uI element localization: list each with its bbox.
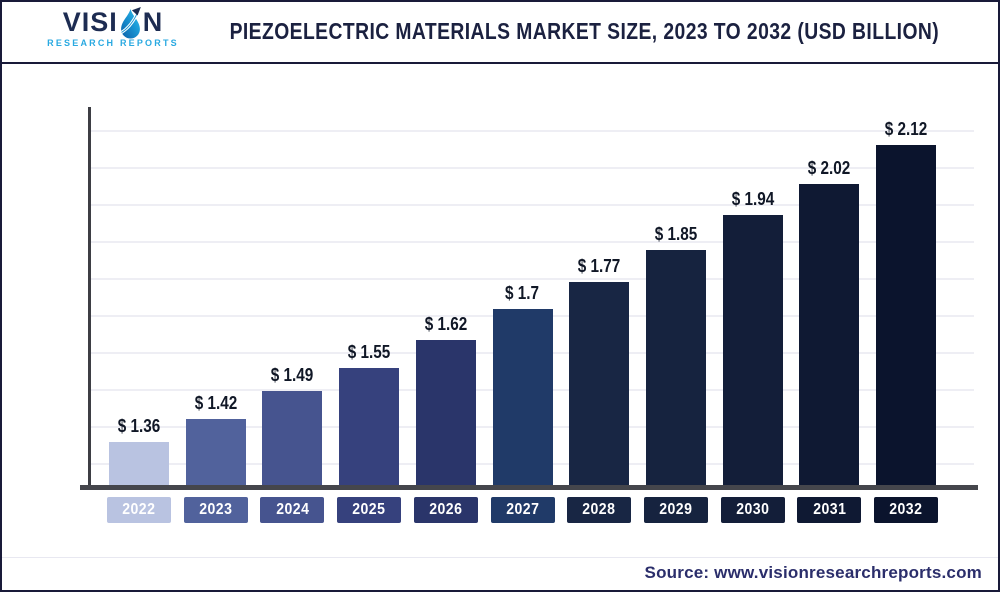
logo-text-prefix: VISI <box>62 7 118 37</box>
bar-2026 <box>415 340 476 485</box>
bar-2022 <box>109 442 169 485</box>
bar-value-label-2029: $ 1.85 <box>654 224 698 245</box>
gridline <box>90 241 974 243</box>
bar-value-label-2024: $ 1.49 <box>271 365 314 386</box>
x-tick-2029: 2029 <box>643 497 708 523</box>
bar-value-label-2032: $ 2.12 <box>884 118 928 139</box>
bar-2032 <box>876 144 936 485</box>
x-axis-line <box>80 485 978 490</box>
bar-value-label-2026: $ 1.62 <box>424 314 468 335</box>
logo-text-suffix: N <box>142 7 164 37</box>
x-tick-2023: 2023 <box>183 497 248 523</box>
x-tick-2030: 2030 <box>720 497 785 523</box>
gridline <box>90 130 974 132</box>
bar-value-label-2023: $ 1.42 <box>194 392 237 413</box>
bar-2031 <box>799 184 860 485</box>
bar-2024 <box>262 391 323 485</box>
gridline <box>90 167 974 169</box>
water-drop-icon <box>120 7 141 39</box>
bar-2023 <box>185 418 246 485</box>
bar-2025 <box>339 367 400 485</box>
x-tick-2027: 2027 <box>490 497 555 523</box>
bar-2030 <box>722 215 783 485</box>
gridline <box>90 204 974 206</box>
bar-value-label-2028: $ 1.77 <box>577 255 621 276</box>
footer-divider <box>2 557 998 558</box>
bar-chart: $ 1.36 $ 1.42 $ 1.49 $ 1.55 $ 1.62 $ 1.7 $ 1.7… <box>2 64 998 590</box>
y-axis-line <box>88 107 91 487</box>
gridline <box>90 278 974 280</box>
bar-value-label-2027: $ 1.7 <box>505 283 540 304</box>
brand-logo-wordmark: VISI N <box>38 7 188 39</box>
x-tick-2028: 2028 <box>567 497 632 523</box>
brand-logo: VISI N RESEARCH REPORTS <box>38 7 188 48</box>
bar-value-label-2031: $ 2.02 <box>808 158 851 178</box>
bar-value-label-2030: $ 1.94 <box>731 189 774 210</box>
page-title: PIEZOELECTRIC MATERIALS MARKET SIZE, 202… <box>229 18 940 44</box>
bar-2029 <box>645 250 706 485</box>
x-tick-2024: 2024 <box>260 497 325 523</box>
x-tick-2031: 2031 <box>797 497 862 523</box>
source-text: Source: www.visionresearchreports.com <box>644 563 982 582</box>
x-tick-2025: 2025 <box>337 497 402 523</box>
title-wrap: PIEZOELECTRIC MATERIALS MARKET SIZE, 202… <box>162 18 968 45</box>
x-tick-2032: 2032 <box>874 497 938 523</box>
bar-2027 <box>492 309 553 485</box>
bar-value-label-2025: $ 1.55 <box>347 341 391 362</box>
header: VISI N RESEARCH REPORTS <box>2 2 998 64</box>
brand-logo-subtitle: RESEARCH REPORTS <box>47 38 179 48</box>
x-tick-2026: 2026 <box>413 497 478 523</box>
x-tick-2022: 2022 <box>107 497 171 523</box>
bar-2028 <box>569 281 630 485</box>
bar-value-label-2022: $ 1.36 <box>117 416 161 436</box>
